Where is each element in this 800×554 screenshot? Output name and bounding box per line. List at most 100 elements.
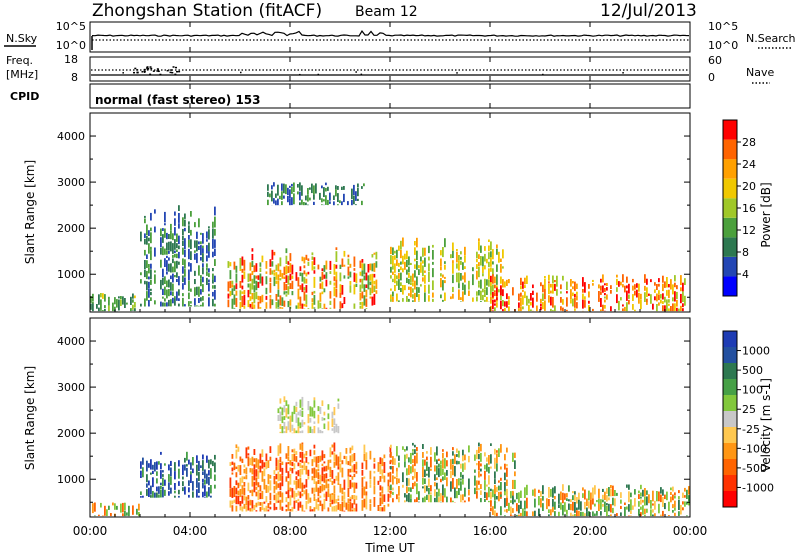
data-cell [658, 491, 660, 502]
data-cell [176, 260, 178, 269]
data-cell [333, 418, 336, 426]
data-cell [269, 282, 272, 293]
data-cell [325, 307, 328, 309]
data-cell [311, 298, 314, 302]
data-cell [379, 497, 382, 507]
data-cell [468, 478, 470, 490]
data-cell [644, 496, 646, 506]
data-cell [351, 503, 354, 509]
data-cell [410, 275, 412, 283]
data-cell [176, 233, 178, 242]
data-cell [606, 287, 608, 291]
data-cell [285, 284, 288, 291]
data-cell [446, 470, 448, 476]
data-cell [361, 186, 363, 189]
data-cell [271, 190, 273, 202]
data-cell [208, 268, 210, 273]
data-cell [299, 285, 302, 290]
data-cell [190, 305, 192, 307]
data-cell [572, 514, 574, 516]
data-cell [387, 472, 390, 477]
data-cell [251, 307, 254, 309]
data-cell [148, 237, 150, 242]
data-cell [542, 293, 544, 301]
data-cell [664, 296, 666, 303]
data-cell [484, 299, 486, 302]
data-cell [285, 408, 288, 418]
data-cell [392, 291, 394, 297]
data-cell [410, 466, 412, 474]
data-cell [630, 492, 632, 498]
data-cell [361, 470, 364, 476]
data-cell [186, 451, 188, 461]
data-cell [566, 509, 568, 515]
data-cell [626, 276, 628, 283]
data-cell [584, 300, 586, 308]
data-cell [530, 301, 532, 306]
data-cell [390, 459, 392, 463]
data-cell [478, 460, 480, 471]
data-cell [231, 454, 234, 459]
data-cell [313, 496, 316, 501]
data-cell [331, 480, 334, 485]
data-cell [369, 484, 372, 488]
data-cell [289, 474, 292, 485]
data-cell [548, 295, 550, 303]
data-cell [132, 505, 134, 515]
data-cell [299, 491, 302, 499]
data-cell [494, 471, 496, 479]
data-cell [375, 279, 378, 289]
data-cell [174, 495, 176, 498]
data-cell [160, 489, 162, 498]
data-cell [680, 305, 682, 311]
data-cell [134, 302, 136, 308]
freq-dot [176, 70, 179, 73]
data-cell [208, 273, 210, 277]
data-cell [624, 502, 626, 505]
data-cell [200, 465, 202, 468]
data-cell [492, 274, 494, 284]
data-cell [482, 267, 484, 273]
data-cell [438, 463, 440, 468]
data-cell [259, 485, 262, 492]
colorbar-segment [723, 347, 737, 363]
data-cell [245, 447, 248, 459]
data-cell [452, 500, 454, 503]
data-cell [251, 500, 254, 509]
data-cell [247, 446, 250, 450]
data-cell [660, 299, 662, 304]
data-cell [132, 293, 134, 299]
data-cell [263, 507, 266, 512]
data-cell [124, 502, 126, 511]
data-cell [212, 228, 214, 239]
data-cell [309, 509, 312, 512]
data-cell [269, 446, 272, 453]
data-cell [480, 279, 482, 289]
data-cell [414, 258, 416, 262]
data-cell [514, 460, 516, 469]
data-cell [458, 283, 460, 289]
data-cell [486, 492, 488, 501]
data-cell [522, 306, 524, 310]
data-cell [496, 244, 498, 249]
data-cell [646, 490, 648, 495]
data-cell [237, 465, 240, 472]
data-cell [371, 296, 374, 306]
data-cell [624, 506, 626, 517]
data-cell [480, 498, 482, 503]
data-cell [412, 459, 414, 464]
data-cell [333, 201, 335, 206]
data-cell [600, 298, 602, 307]
data-cell [188, 459, 190, 465]
data-cell [400, 287, 402, 292]
data-cell [345, 448, 348, 454]
data-cell [291, 454, 294, 462]
data-cell [287, 471, 290, 479]
data-cell [307, 188, 309, 195]
data-cell [235, 466, 238, 469]
data-cell [426, 494, 428, 500]
data-cell [524, 285, 526, 288]
data-cell [293, 500, 296, 509]
data-cell [428, 272, 430, 282]
